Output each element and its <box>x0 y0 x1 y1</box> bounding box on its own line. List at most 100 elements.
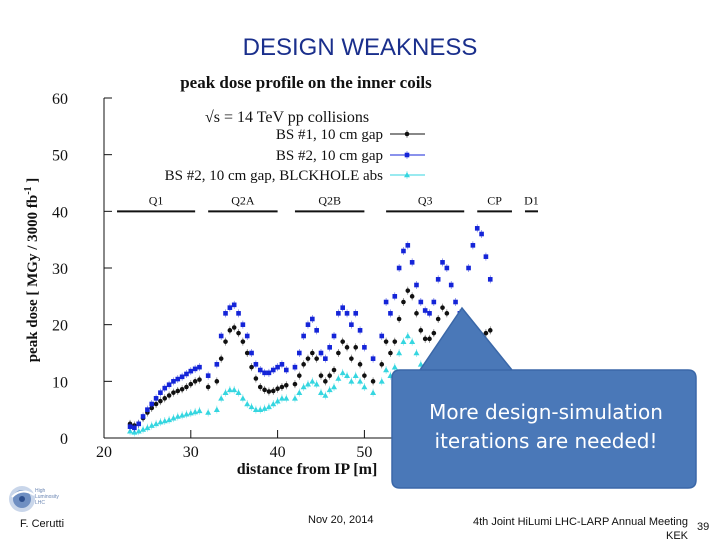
data-point <box>236 330 241 336</box>
y-axis-label-main: peak dose [ MGy / 3000 fb <box>25 195 41 363</box>
data-point <box>240 322 246 327</box>
data-point <box>127 428 134 434</box>
data-point <box>427 311 432 316</box>
data-point <box>388 311 393 316</box>
data-point <box>370 389 377 395</box>
magnet-label: Q1 <box>149 193 164 207</box>
legend-label: BS #2, 10 cm gap <box>276 148 383 164</box>
data-point <box>253 376 259 381</box>
data-point <box>162 396 168 401</box>
data-point <box>301 362 306 367</box>
data-point <box>314 328 319 333</box>
data-point <box>140 414 146 419</box>
data-point <box>226 386 233 393</box>
data-point <box>378 378 385 384</box>
data-point <box>140 426 147 432</box>
data-point <box>248 403 255 410</box>
x-tick-label: 20 <box>96 444 112 461</box>
data-point <box>422 336 428 342</box>
data-point <box>197 377 202 382</box>
data-point <box>448 282 454 288</box>
data-point <box>470 243 476 248</box>
data-point <box>349 356 354 361</box>
data-point <box>487 277 493 282</box>
data-point <box>422 308 428 313</box>
data-point <box>404 333 411 339</box>
footer-meeting-line-2: KEK <box>665 530 688 542</box>
data-point <box>153 401 159 407</box>
data-point <box>197 364 202 370</box>
data-point <box>166 416 173 423</box>
data-point <box>166 382 172 388</box>
data-point <box>283 367 289 373</box>
data-point <box>326 386 333 393</box>
data-point <box>184 384 189 390</box>
chart-title: peak dose profile on the inner coils <box>180 73 432 92</box>
data-point <box>231 325 237 330</box>
logo-line-2: Luminosity <box>35 494 59 500</box>
data-point <box>279 362 285 367</box>
data-point <box>162 385 168 391</box>
data-point <box>353 311 359 316</box>
data-point <box>136 421 142 427</box>
y-tick-label: 50 <box>52 148 68 165</box>
footer-date: Nov 20, 2014 <box>308 514 374 526</box>
data-point <box>188 368 194 374</box>
data-point <box>396 350 403 356</box>
data-point <box>340 305 345 310</box>
data-point <box>218 356 224 361</box>
callout-line-2: iterations are needed! <box>434 429 658 453</box>
data-point <box>187 410 194 416</box>
y-axis-label-end: ] <box>25 178 41 187</box>
data-point <box>174 413 181 419</box>
data-point <box>362 345 367 350</box>
callout-line-1: More design-simulation <box>429 400 663 424</box>
data-point <box>487 328 493 333</box>
y-axis-label: peak dose [ MGy / 3000 fb-1 ] <box>23 178 41 363</box>
data-point <box>444 311 450 316</box>
data-point <box>196 407 203 414</box>
data-point <box>474 226 480 231</box>
data-point <box>331 384 338 390</box>
data-point <box>331 333 337 339</box>
energy-annotation: √s = 14 TeV pp collisions <box>205 109 369 126</box>
data-point <box>323 379 328 384</box>
data-point <box>331 367 337 373</box>
data-point <box>266 370 272 376</box>
data-point <box>344 311 350 316</box>
data-point <box>227 305 233 310</box>
data-point <box>392 339 398 344</box>
footer-meeting: 4th Joint HiLumi LHC-LARP Annual Meeting… <box>420 515 688 543</box>
data-point <box>401 248 406 254</box>
data-point <box>127 424 133 429</box>
data-point <box>401 299 406 305</box>
data-point <box>231 302 237 308</box>
data-point <box>145 407 150 412</box>
data-point <box>157 419 164 425</box>
x-tick-label: 30 <box>183 444 199 461</box>
data-point <box>383 367 390 373</box>
data-point <box>305 356 311 361</box>
data-point <box>153 396 159 401</box>
data-point <box>327 373 332 378</box>
data-point <box>404 172 410 178</box>
callout-text: More design-simulation iterations are ne… <box>400 398 692 456</box>
data-point <box>188 381 194 387</box>
data-point <box>192 408 199 415</box>
data-point <box>313 381 320 387</box>
data-point <box>149 401 155 407</box>
data-point <box>339 369 346 376</box>
x-axis-label: distance from IP [m] <box>237 461 378 478</box>
data-point <box>283 383 289 388</box>
callout-bubble <box>391 306 697 489</box>
data-point <box>370 356 376 361</box>
data-point <box>427 336 432 342</box>
magnet-label: Q3 <box>418 193 433 207</box>
data-point <box>291 395 298 401</box>
data-point <box>418 299 424 305</box>
data-point <box>409 338 416 344</box>
data-point <box>192 366 198 372</box>
data-point <box>466 265 471 271</box>
data-point <box>296 389 303 395</box>
data-point <box>414 282 419 288</box>
